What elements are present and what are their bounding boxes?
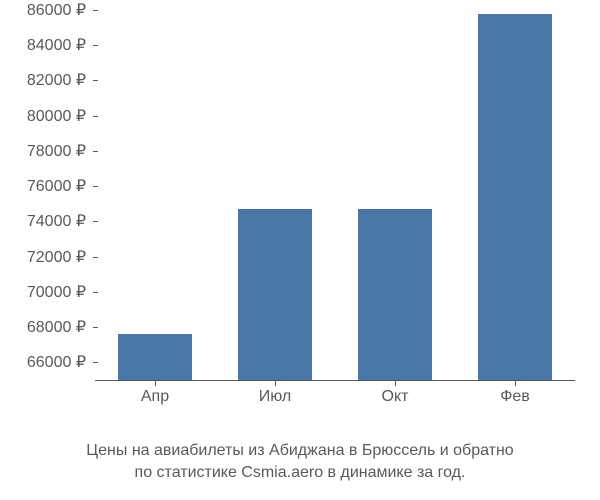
y-tick-label: 68000 ₽ — [27, 317, 86, 337]
y-tick-label: 86000 ₽ — [27, 0, 86, 20]
x-tick-mark — [155, 381, 156, 386]
caption-line-2: по статистике Csmia.aero в динамике за г… — [135, 464, 466, 481]
x-tick-mark — [395, 381, 396, 386]
y-tick-label: 70000 ₽ — [27, 282, 86, 302]
chart-caption: Цены на авиабилеты из Абиджана в Брюссел… — [0, 440, 600, 483]
y-tick-label: 66000 ₽ — [27, 352, 86, 372]
y-tick-mark — [93, 151, 98, 152]
y-tick-label: 72000 ₽ — [27, 247, 86, 267]
y-tick-label: 84000 ₽ — [27, 35, 86, 55]
y-tick-mark — [93, 116, 98, 117]
y-tick-label: 82000 ₽ — [27, 70, 86, 90]
x-tick-mark — [275, 381, 276, 386]
x-tick-label: Фев — [500, 388, 530, 406]
x-axis-line — [95, 380, 575, 381]
y-tick-mark — [93, 292, 98, 293]
y-tick-mark — [93, 221, 98, 222]
x-tick-label: Окт — [382, 388, 409, 406]
x-tick-label: Апр — [141, 388, 169, 406]
bar — [238, 209, 312, 380]
bar — [358, 209, 432, 380]
y-tick-mark — [93, 257, 98, 258]
x-axis-labels: Апр Июл Окт Фев — [95, 388, 575, 418]
price-chart: 66000 ₽ 68000 ₽ 70000 ₽ 72000 ₽ 74000 ₽ 76000… — [0, 0, 600, 435]
y-tick-mark — [93, 327, 98, 328]
bar — [118, 334, 192, 380]
caption-line-1: Цены на авиабилеты из Абиджана в Брюссел… — [86, 442, 513, 459]
x-tick-mark — [515, 381, 516, 386]
y-tick-mark — [93, 80, 98, 81]
x-tick-label: Июл — [259, 388, 291, 406]
y-tick-label: 74000 ₽ — [27, 211, 86, 231]
y-axis: 66000 ₽ 68000 ₽ 70000 ₽ 72000 ₽ 74000 ₽ 76000… — [0, 10, 90, 380]
bar — [478, 14, 552, 380]
y-tick-mark — [93, 45, 98, 46]
y-tick-mark — [93, 10, 98, 11]
y-tick-mark — [93, 362, 98, 363]
y-tick-label: 76000 ₽ — [27, 176, 86, 196]
y-tick-label: 78000 ₽ — [27, 141, 86, 161]
bars-container — [95, 10, 575, 380]
plot-area — [95, 10, 575, 380]
y-tick-mark — [93, 186, 98, 187]
y-tick-label: 80000 ₽ — [27, 106, 86, 126]
